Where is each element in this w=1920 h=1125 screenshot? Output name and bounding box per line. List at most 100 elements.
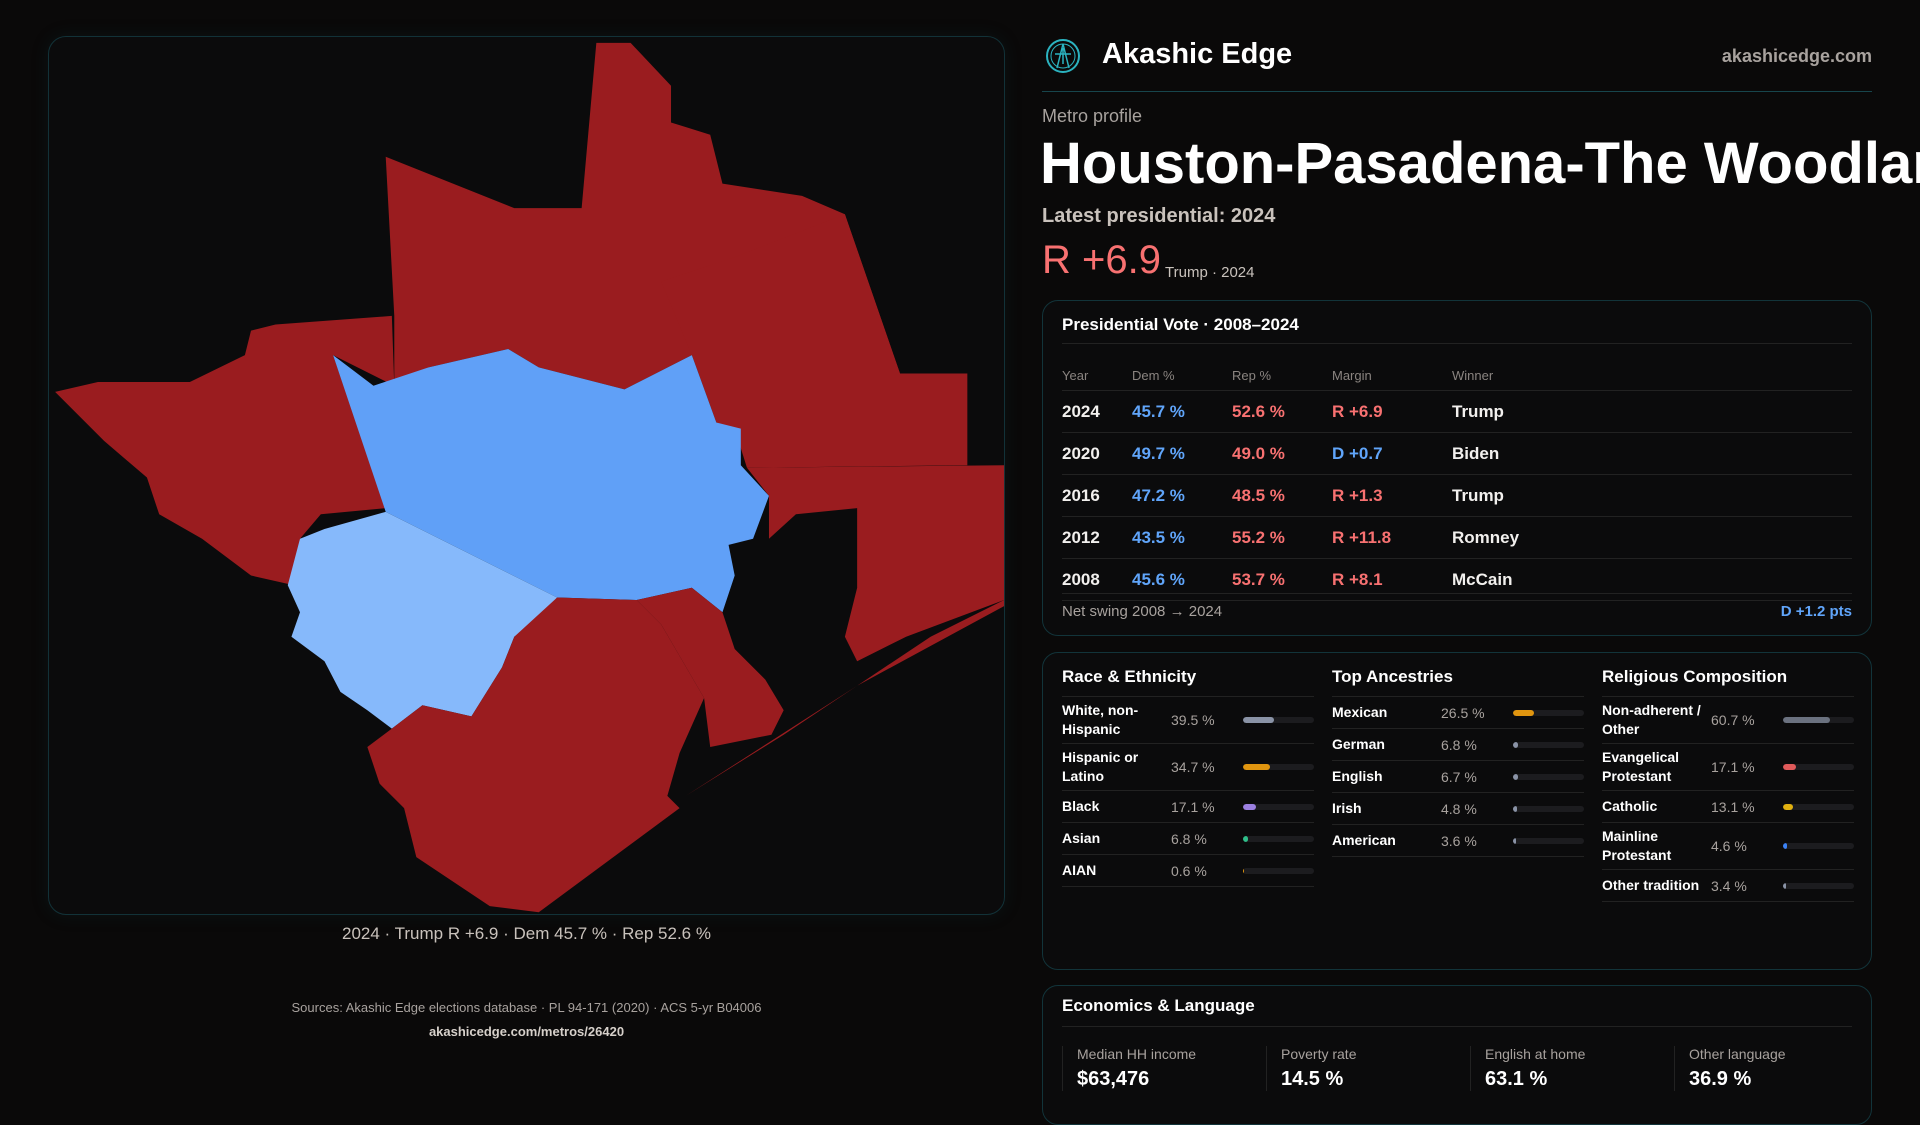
stat-bar-fill xyxy=(1243,867,1245,874)
econ-stat: English at home 63.1 % xyxy=(1470,1046,1673,1091)
dem-pct-cell: 45.7 % xyxy=(1132,401,1185,421)
table-row[interactable]: 2016 47.2 % 48.5 % R +1.3 Trump xyxy=(1062,475,1852,517)
margin-cell: R +11.8 xyxy=(1332,527,1392,547)
brand-name: Akashic Edge xyxy=(1102,38,1293,70)
stat-row: Irish 4.8 % xyxy=(1332,793,1584,825)
stat-bar-fill xyxy=(1513,709,1534,716)
rep-pct-cell: 49.0 % xyxy=(1232,443,1285,463)
econ-label: English at home xyxy=(1485,1046,1586,1062)
metro-url-link[interactable]: akashicedge.com/metros/26420 xyxy=(428,1024,625,1039)
stat-label: Asian xyxy=(1062,830,1101,846)
brand-url-link[interactable]: akashicedge.com xyxy=(1721,46,1872,66)
stat-row: Catholic 13.1 % xyxy=(1602,791,1854,823)
county-map xyxy=(55,42,1005,913)
stat-row: Mexican 26.5 % xyxy=(1332,697,1584,729)
stat-label: Black xyxy=(1062,798,1100,814)
stat-bar-fill xyxy=(1513,773,1519,780)
stat-label: English xyxy=(1332,768,1383,784)
demographic-column: Race & Ethnicity White, non-Hispanic 39.5 … xyxy=(1062,653,1314,887)
card-title: Economics & Language xyxy=(1062,996,1255,1015)
akashic-edge-logo-icon xyxy=(1046,39,1080,73)
demographic-column: Top Ancestries Mexican 26.5 % German 6.8 % En… xyxy=(1332,653,1584,857)
stat-bar xyxy=(1513,805,1584,812)
stat-bar xyxy=(1513,709,1584,716)
dem-pct-cell: 49.7 % xyxy=(1132,443,1185,463)
stat-bar-fill xyxy=(1783,843,1787,849)
stat-value: 6.7 % xyxy=(1441,768,1477,785)
margin-cell: D +0.7 xyxy=(1332,443,1383,463)
stat-bar xyxy=(1243,764,1314,770)
stat-bar-fill xyxy=(1243,764,1271,770)
section-title: Religious Composition xyxy=(1602,657,1854,697)
table-row[interactable]: 2012 43.5 % 55.2 % R +11.8 Romney xyxy=(1062,517,1852,559)
county-east[interactable] xyxy=(746,465,1005,662)
county-galveston-coast[interactable] xyxy=(685,600,1005,796)
stat-row: Mainline Protestant 4.6 % xyxy=(1602,823,1854,870)
stat-row: Evangelical Protestant 17.1 % xyxy=(1602,744,1854,791)
stat-bar xyxy=(1783,882,1854,889)
winner-cell: Trump xyxy=(1452,485,1504,505)
county-brazoria[interactable] xyxy=(367,597,705,913)
stat-bar xyxy=(1243,835,1314,842)
stat-row: English 6.7 % xyxy=(1332,761,1584,793)
margin-cell: R +8.1 xyxy=(1332,569,1383,589)
table-row[interactable]: 2008 45.6 % 53.7 % R +8.1 McCain xyxy=(1062,559,1852,601)
stat-label: AIAN xyxy=(1062,862,1097,878)
year-cell: 2008 xyxy=(1062,569,1100,589)
stat-value: 4.8 % xyxy=(1441,800,1477,817)
sources-note: Sources: Akashic Edge elections database… xyxy=(291,1000,762,1015)
county-harris[interactable] xyxy=(333,348,769,613)
table-row[interactable]: 2020 49.7 % 49.0 % D +0.7 Biden xyxy=(1062,433,1852,475)
stat-label: Catholic xyxy=(1602,798,1658,814)
stat-bar-fill xyxy=(1243,835,1249,842)
winner-cell: McCain xyxy=(1452,569,1513,589)
stat-bar xyxy=(1783,717,1854,723)
winner-cell: Biden xyxy=(1452,443,1500,463)
stat-value: 4.6 % xyxy=(1711,838,1747,854)
stat-bar xyxy=(1243,867,1314,874)
year-cell: 2012 xyxy=(1062,527,1100,547)
rep-pct-cell: 48.5 % xyxy=(1232,485,1285,505)
dem-pct-cell: 45.6 % xyxy=(1132,569,1185,589)
stat-row: Other tradition 3.4 % xyxy=(1602,870,1854,902)
stat-row: Black 17.1 % xyxy=(1062,791,1314,823)
stat-bar-fill xyxy=(1513,837,1516,844)
county-northwest[interactable] xyxy=(55,315,395,586)
econ-label: Poverty rate xyxy=(1281,1046,1357,1062)
table-row[interactable]: 2024 45.7 % 52.6 % R +6.9 Trump xyxy=(1062,391,1852,433)
stat-row: Asian 6.8 % xyxy=(1062,823,1314,855)
section-title: Race & Ethnicity xyxy=(1062,657,1314,697)
net-swing-value: D +1.2 pts xyxy=(1780,603,1852,620)
stat-bar-fill xyxy=(1783,717,1831,723)
rep-pct-cell: 55.2 % xyxy=(1232,527,1285,547)
stat-bar-fill xyxy=(1783,803,1794,810)
county-galveston[interactable] xyxy=(636,587,784,747)
stat-value: 17.1 % xyxy=(1171,798,1215,815)
county-northeast[interactable] xyxy=(661,214,968,468)
winner-cell: Romney xyxy=(1452,527,1520,547)
stat-row: Hispanic or Latino 34.7 % xyxy=(1062,744,1314,791)
demographics-card: Race & Ethnicity White, non-Hispanic 39.5 … xyxy=(1042,652,1872,970)
stat-row: AIAN 0.6 % xyxy=(1062,855,1314,887)
stat-bar-fill xyxy=(1243,717,1274,723)
year-cell: 2024 xyxy=(1062,401,1100,421)
stat-bar xyxy=(1783,764,1854,770)
county-fort-bend[interactable] xyxy=(287,511,558,729)
stat-value: 13.1 % xyxy=(1711,798,1755,815)
column-header: Margin xyxy=(1332,368,1372,383)
stat-label: Hispanic or Latino xyxy=(1062,749,1139,784)
net-swing-label: Net swing 2008 → 2024 xyxy=(1062,603,1223,620)
demographic-column: Religious Composition Non-adherent / Othe… xyxy=(1602,653,1854,902)
stat-bar-fill xyxy=(1783,764,1797,770)
stat-value: 17.1 % xyxy=(1711,759,1755,775)
stat-label: American xyxy=(1332,832,1396,848)
column-header: Year xyxy=(1062,368,1089,383)
stat-bar-fill xyxy=(1513,805,1517,812)
stat-label: Evangelical Protestant xyxy=(1602,749,1680,784)
map-caption: 2024 · Trump R +6.9 · Dem 45.7 % · Rep 5… xyxy=(342,924,711,943)
dem-pct-cell: 43.5 % xyxy=(1132,527,1185,547)
stat-label: White, non-Hispanic xyxy=(1062,702,1139,737)
page-title: Houston-Pasadena-The Woodlands xyxy=(1040,131,1920,196)
stat-row: White, non-Hispanic 39.5 % xyxy=(1062,697,1314,744)
econ-label: Median HH income xyxy=(1077,1046,1197,1062)
